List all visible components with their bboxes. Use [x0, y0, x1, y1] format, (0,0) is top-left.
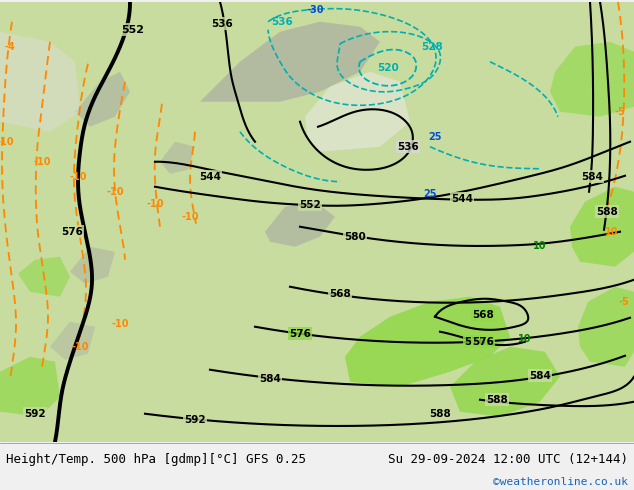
Polygon shape: [50, 322, 95, 360]
Polygon shape: [70, 247, 115, 284]
Polygon shape: [0, 357, 60, 416]
Polygon shape: [18, 257, 70, 297]
Text: 588: 588: [596, 207, 618, 217]
Text: ©weatheronline.co.uk: ©weatheronline.co.uk: [493, 477, 628, 487]
Text: -5: -5: [619, 297, 630, 307]
Text: 576: 576: [289, 329, 311, 339]
Text: 568: 568: [472, 310, 494, 319]
Text: -10: -10: [33, 157, 51, 167]
Text: -10: -10: [0, 137, 14, 147]
Text: 576: 576: [464, 337, 486, 347]
Text: 25: 25: [424, 189, 437, 199]
Text: Su 29-09-2024 12:00 UTC (12+144): Su 29-09-2024 12:00 UTC (12+144): [388, 453, 628, 466]
Text: 584: 584: [529, 371, 551, 381]
Text: 552: 552: [122, 24, 145, 35]
Text: 10: 10: [533, 241, 547, 251]
Polygon shape: [570, 187, 634, 267]
Text: 588: 588: [486, 395, 508, 405]
Text: -10: -10: [146, 199, 164, 209]
Polygon shape: [265, 202, 335, 247]
Text: 552: 552: [299, 200, 321, 210]
Polygon shape: [305, 72, 410, 152]
Text: -10: -10: [69, 172, 87, 182]
Text: 592: 592: [184, 415, 206, 425]
Text: 528: 528: [421, 42, 443, 52]
Polygon shape: [75, 72, 130, 127]
Text: -30: -30: [306, 5, 324, 15]
Text: 584: 584: [259, 374, 281, 384]
Text: 25: 25: [428, 132, 442, 142]
Polygon shape: [450, 347, 560, 416]
Text: Height/Temp. 500 hPa [gdmp][°C] GFS 0.25: Height/Temp. 500 hPa [gdmp][°C] GFS 0.25: [6, 453, 306, 466]
Text: -10: -10: [111, 318, 129, 329]
Text: -10: -10: [107, 187, 124, 196]
Text: 592: 592: [24, 409, 46, 419]
Text: 580: 580: [344, 232, 366, 242]
Text: -5: -5: [614, 107, 625, 117]
Text: 10: 10: [605, 227, 619, 237]
Polygon shape: [345, 297, 510, 387]
Text: 536: 536: [211, 19, 233, 29]
Text: 576: 576: [472, 337, 494, 347]
Text: 588: 588: [429, 409, 451, 419]
Polygon shape: [160, 142, 195, 174]
Text: 584: 584: [581, 172, 603, 182]
Text: 544: 544: [451, 194, 473, 204]
Text: -4: -4: [4, 42, 15, 52]
Text: 536: 536: [271, 17, 293, 27]
Polygon shape: [200, 22, 380, 102]
Text: -10: -10: [71, 342, 89, 352]
Polygon shape: [550, 42, 634, 117]
Text: -10: -10: [181, 212, 198, 221]
Text: 536: 536: [397, 142, 419, 152]
Text: 10: 10: [518, 334, 532, 343]
Text: 520: 520: [377, 63, 399, 73]
Text: 576: 576: [61, 227, 83, 237]
Polygon shape: [0, 32, 80, 132]
Text: 568: 568: [329, 289, 351, 299]
Polygon shape: [578, 287, 634, 367]
Text: 544: 544: [199, 172, 221, 182]
